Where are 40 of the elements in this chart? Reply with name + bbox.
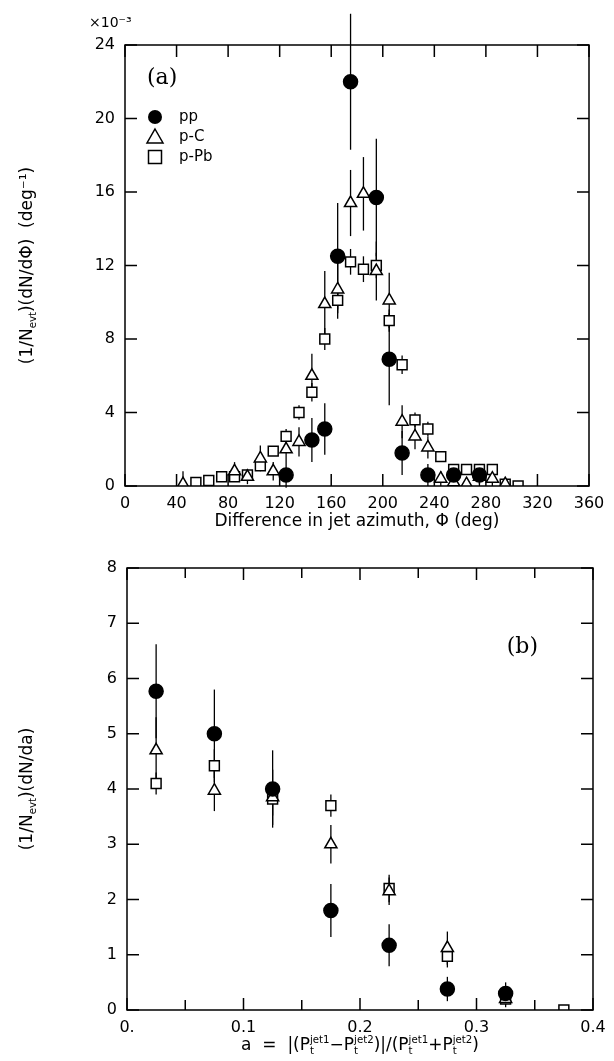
y-tick-label: 0 — [104, 475, 115, 495]
y-axis-title: (1/Nevt)(dN/dΦ) (deg⁻¹) — [16, 166, 38, 365]
y-axis-title: (1/Nevt)(dN/da) — [16, 727, 38, 851]
x-tick-label: 120 — [264, 492, 295, 512]
x-tick-label: 360 — [573, 492, 605, 512]
annotation: (b) — [506, 633, 538, 659]
text: ×10⁻³ — [89, 13, 132, 30]
y-tick-label: 16 — [94, 181, 115, 201]
y-tick-label: 5 — [106, 722, 117, 742]
x-tick-label: 0.4 — [580, 1016, 606, 1036]
y-tick-label: 20 — [94, 107, 115, 127]
y-tick-label: 4 — [106, 778, 117, 798]
y-tick-label: 6 — [106, 667, 117, 687]
y-tick-label: 12 — [94, 254, 115, 274]
x-tick-label: 0 — [119, 492, 131, 512]
y-tick-label: 1 — [106, 943, 117, 963]
y-tick-label: 24 — [94, 34, 115, 54]
y-tick-label: 8 — [104, 328, 115, 348]
x-tick-label: 280 — [470, 492, 502, 512]
legend-label: pp — [179, 106, 199, 125]
x-tick-label: 200 — [367, 492, 399, 512]
x-tick-label: 160 — [315, 492, 347, 512]
x-tick-label: 0.3 — [463, 1016, 490, 1036]
legend-label: p-Pb — [179, 146, 213, 165]
y-tick-label: 8 — [106, 557, 117, 577]
x-tick-label: 0.1 — [230, 1016, 257, 1036]
x-tick-label: 320 — [522, 492, 553, 512]
y-tick-label: 4 — [104, 401, 115, 421]
x-tick-label: 80 — [217, 492, 239, 512]
y-tick-label: 0 — [106, 999, 117, 1019]
y-tick-label: 3 — [106, 833, 117, 853]
x-tick-label: 240 — [419, 492, 450, 512]
y-tick-label: 7 — [106, 612, 117, 632]
annotation: (a) — [147, 63, 178, 89]
x-tick-label: 40 — [166, 492, 187, 512]
x-axis-title: Difference in jet azimuth, Φ (deg) — [214, 510, 500, 531]
x-tick-label: 0. — [119, 1016, 135, 1036]
legend-label: p-C — [179, 126, 205, 145]
x-tick-label: 0.2 — [347, 1016, 373, 1036]
y-tick-label: 2 — [106, 888, 117, 908]
